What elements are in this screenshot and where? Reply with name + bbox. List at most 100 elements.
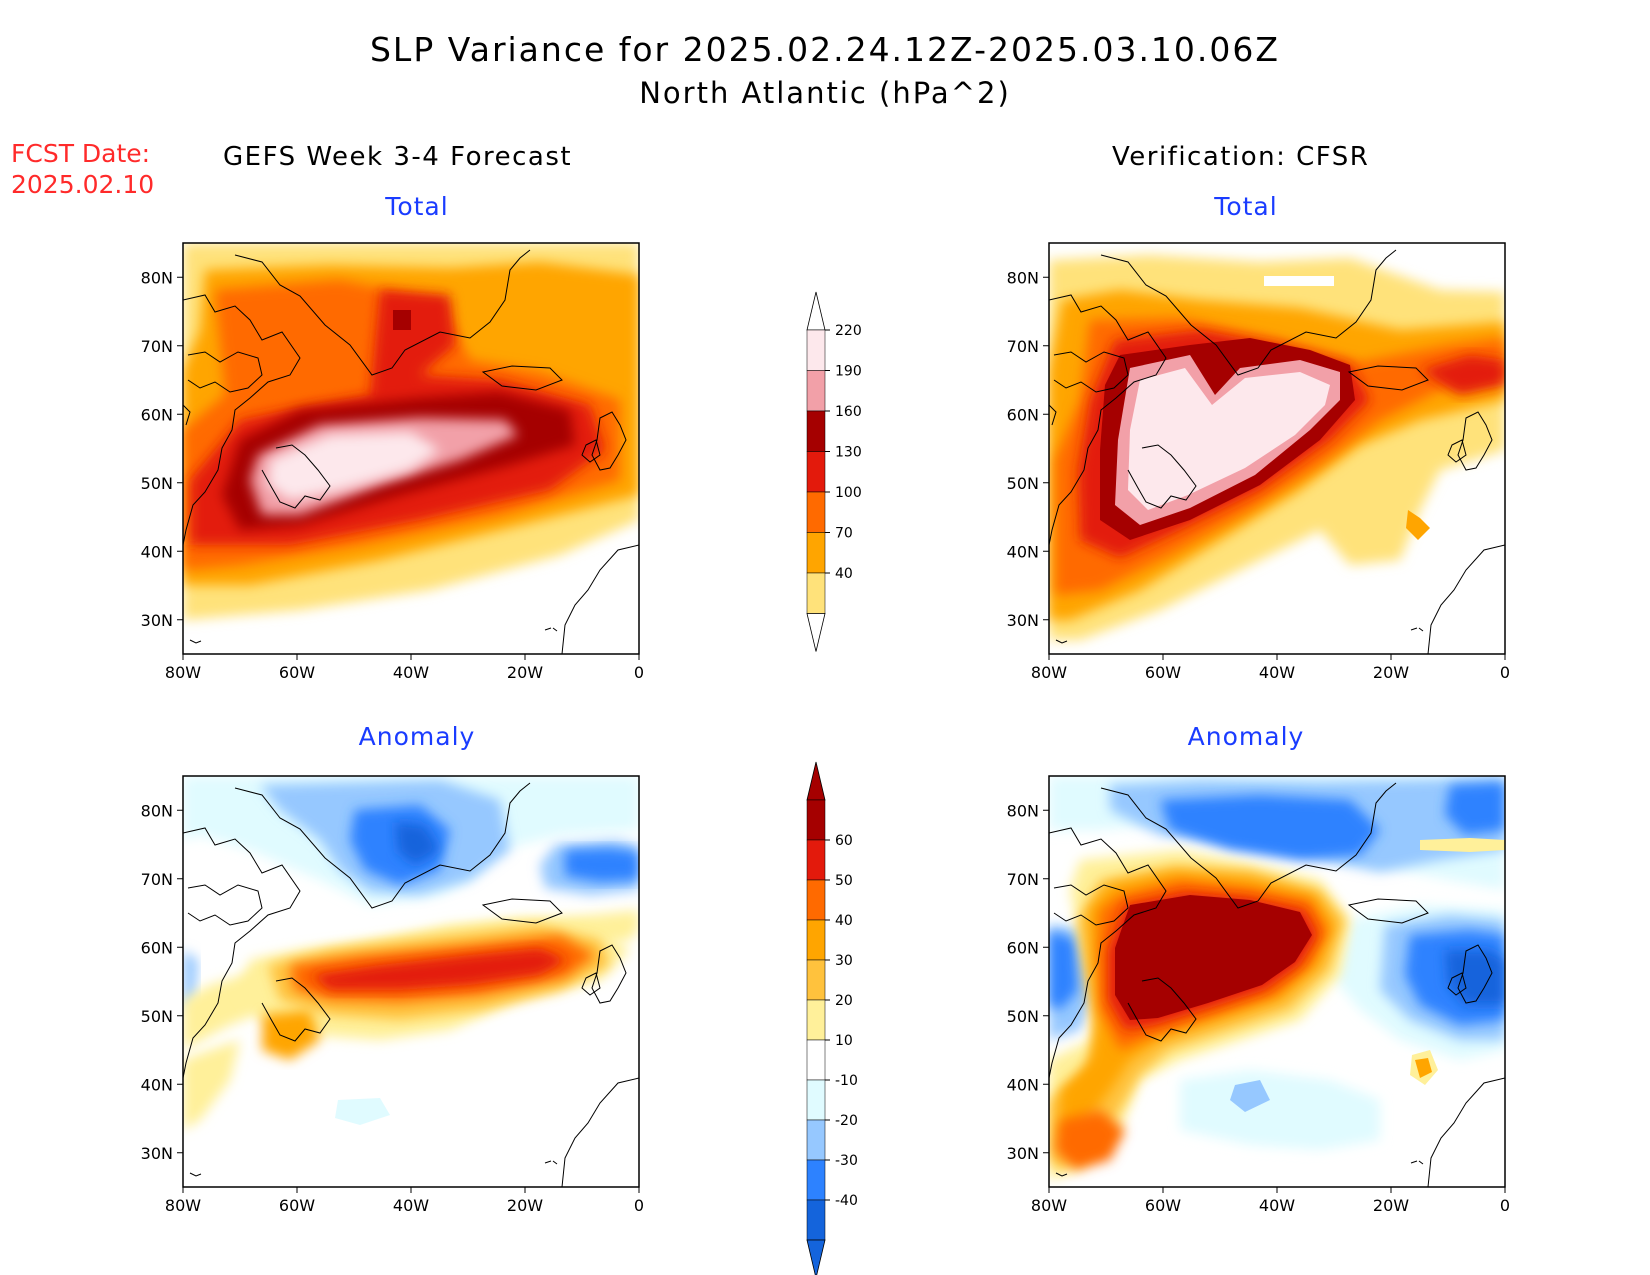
lon-label: 80W [1031,1196,1067,1215]
lon-label: 0 [634,1196,644,1215]
total-colorbar: 40 70 100 130 160 190 220 [806,291,862,652]
forecast-date: FCST Date: 2025.02.10 [11,138,154,200]
colorbar-label: -40 [835,1193,858,1209]
forecast-date-value: 2025.02.10 [11,170,155,199]
lat-label: 60N [1007,405,1039,424]
lon-label: 60W [279,663,315,682]
lon-label: 20W [507,663,543,682]
lat-label: 70N [141,337,173,356]
lat-label: 70N [1007,870,1039,889]
colorbar-swatch [806,451,826,493]
colorbar-swatch [806,410,826,452]
verification-anomaly-map: 80N 70N 60N 50N 40N 30N 80W 60W 40W 20W 0 [1007,775,1510,1215]
lat-label: 70N [1007,337,1039,356]
forecast-date-label: FCST Date: [11,139,151,168]
colorbar-swatch [806,572,826,614]
lat-label: 80N [141,268,173,287]
colorbar-swatch [806,1159,826,1201]
lon-label: 0 [1500,663,1510,682]
colorbar-label: 20 [835,993,853,1009]
forecast-anomaly-shading [183,776,639,1187]
colorbar-swatch [806,1199,826,1241]
verification-total-map: 80N 70N 60N 50N 40N 30N 80W 60W 40W 20W 0 [1007,242,1510,682]
lon-label: 0 [634,663,644,682]
lon-label: 40W [1259,663,1295,682]
verification-total-shading [1049,243,1505,654]
colorbar-swatch [806,839,826,881]
lat-label: 80N [1007,268,1039,287]
right-column-title: Verification: CFSR [1112,142,1370,172]
lon-label: 80W [165,663,201,682]
lat-label: 60N [141,938,173,957]
lat-label: 50N [1007,474,1039,493]
forecast-total-shading [183,243,639,654]
colorbar-bottom-arrow [806,1239,826,1275]
colorbar-swatch [806,919,826,961]
lat-label: 80N [141,801,173,820]
map-title: SLP Variance for 2025.02.24.12Z-2025.03.… [369,30,1281,69]
lon-label: 80W [1031,663,1067,682]
lat-label: 50N [141,1007,173,1026]
colorbar-label: 220 [835,323,862,339]
colorbar-top-arrow [806,761,826,801]
lon-label: 40W [393,663,429,682]
colorbar-label: 130 [835,445,862,461]
colorbar-swatch [806,1039,826,1081]
lat-label: 70N [141,870,173,889]
colorbar-label: -30 [835,1153,858,1169]
lat-label: 80N [1007,801,1039,820]
map-subtitle: North Atlantic (hPa^2) [639,76,1011,110]
lat-label: 40N [1007,1075,1039,1094]
lon-label: 20W [507,1196,543,1215]
lon-label: 40W [393,1196,429,1215]
forecast-total-label: Total [385,192,449,221]
colorbar-swatch [806,532,826,574]
lon-label: 60W [1145,663,1181,682]
lat-label: 50N [1007,1007,1039,1026]
lon-label: 20W [1373,663,1409,682]
colorbar-top-arrow [806,291,826,331]
verification-anomaly-label: Anomaly [1187,722,1305,751]
forecast-anomaly-coastlines [183,782,639,1187]
colorbar-label: 190 [835,364,862,380]
colorbar-swatch [806,329,826,371]
anomaly-colorbar: -40 -30 -20 -10 10 20 30 40 50 60 [806,761,858,1275]
verification-anomaly-coastlines [1049,782,1505,1187]
verification-total-coastlines [1049,249,1505,654]
lat-label: 50N [141,474,173,493]
lat-label: 30N [1007,1144,1039,1163]
lon-label: 20W [1373,1196,1409,1215]
colorbar-label: 50 [835,873,853,889]
colorbar-swatch [806,999,826,1041]
colorbar-label: 10 [835,1033,853,1049]
lat-label: 30N [141,1144,173,1163]
colorbar-swatch [806,879,826,921]
lat-label: 40N [141,1075,173,1094]
colorbar-swatch [806,491,826,533]
forecast-total-map: 80N 70N 60N 50N 40N 30N 80W 60W 40W 20W 0 [141,242,644,682]
colorbar-swatch [806,370,826,412]
colorbar-swatch [806,799,826,841]
colorbar-label: -10 [835,1073,858,1089]
lat-label: 40N [1007,542,1039,561]
lon-label: 40W [1259,1196,1295,1215]
forecast-total-coastlines [183,249,639,654]
forecast-anomaly-label: Anomaly [358,722,476,751]
lon-label: 80W [165,1196,201,1215]
colorbar-swatch [806,1079,826,1121]
colorbar-label: 30 [835,953,853,969]
colorbar-label: 100 [835,485,862,501]
colorbar-label: 70 [835,526,853,542]
colorbar-label: 60 [835,833,853,849]
lat-label: 30N [141,611,173,630]
lon-label: 60W [1145,1196,1181,1215]
colorbar-label: 40 [835,566,853,582]
colorbar-bottom-arrow [806,613,826,652]
lat-label: 60N [141,405,173,424]
lat-label: 60N [1007,938,1039,957]
colorbar-label: 160 [835,404,862,420]
lon-label: 0 [1500,1196,1510,1215]
colorbar-swatch [806,959,826,1001]
verification-anomaly-shading [1049,776,1505,1187]
